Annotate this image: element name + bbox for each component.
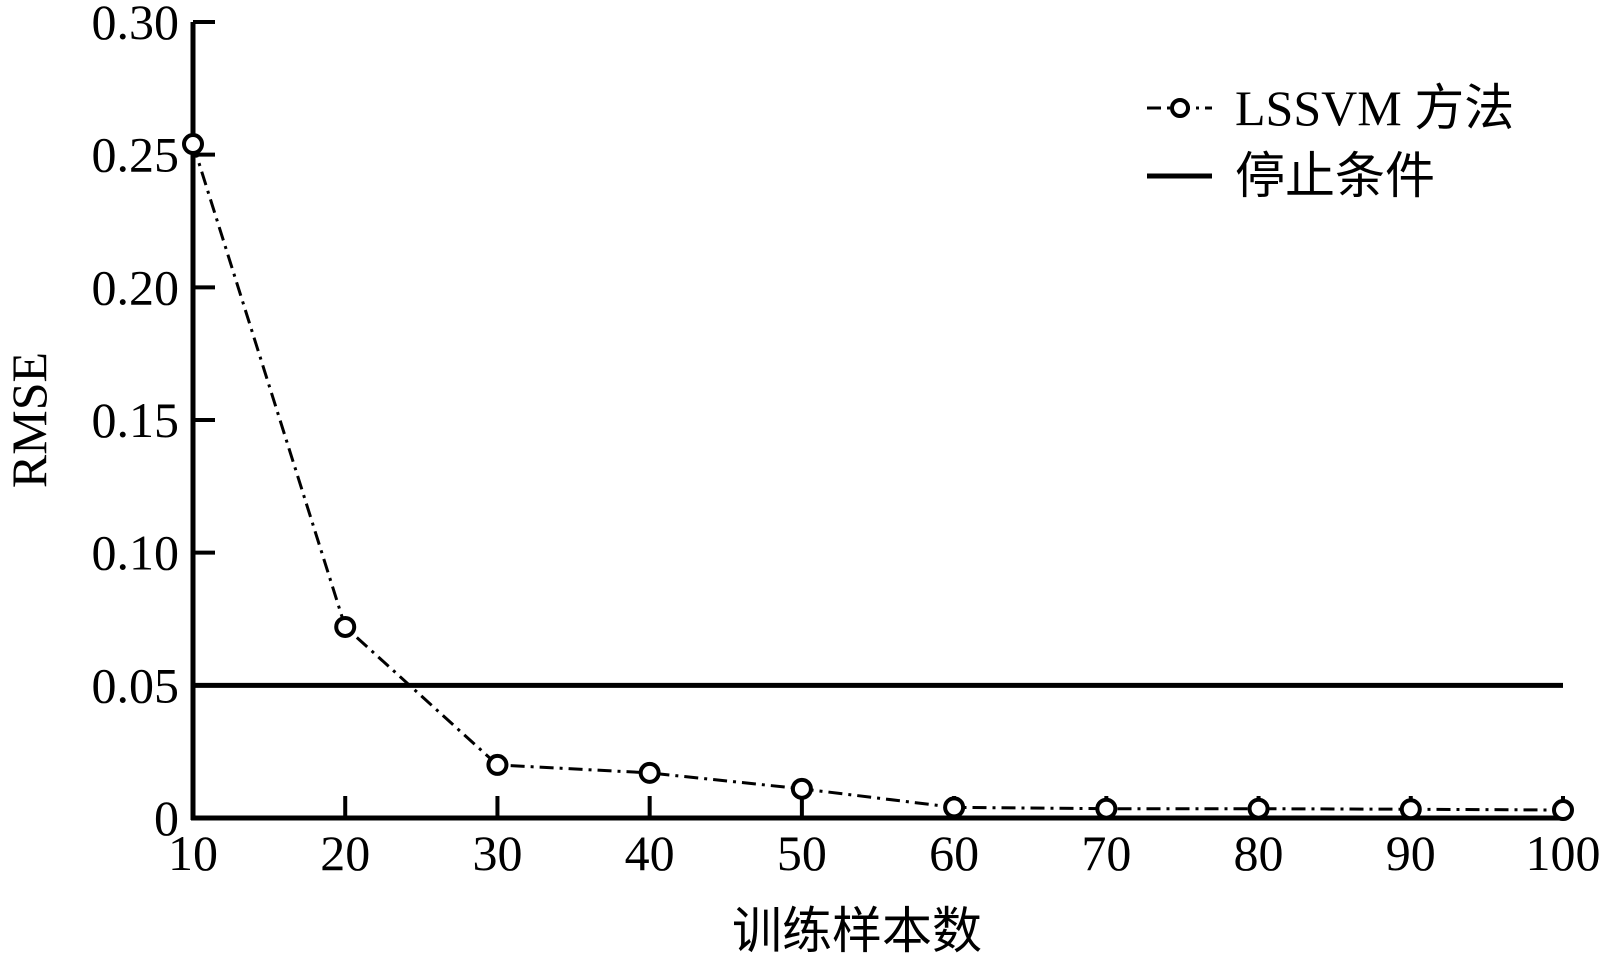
legend: LSSVM 方法 停止条件 (1147, 80, 1514, 204)
data-point-lssvm (638, 761, 661, 784)
data-point-lssvm (334, 615, 357, 638)
x-tick-label: 100 (1526, 825, 1601, 881)
data-point-lssvm (182, 133, 204, 156)
x-tick-label: 90 (1386, 825, 1436, 881)
x-tick-label: 10 (168, 825, 218, 881)
legend-item-stop: 停止条件 (1147, 148, 1435, 204)
x-ticks: 10 20 30 40 50 60 70 80 90 100 (168, 796, 1601, 881)
series-line-lssvm (191, 143, 1564, 812)
legend-marker-lssvm (1170, 98, 1190, 118)
x-axis-title: 训练样本数 (732, 903, 982, 959)
data-point-lssvm (1247, 797, 1270, 820)
x-tick-label: 20 (320, 825, 370, 881)
y-tick-label: 0.10 (92, 525, 180, 581)
x-tick-label: 50 (777, 825, 827, 881)
legend-item-lssvm: LSSVM 方法 (1147, 80, 1514, 136)
y-tick-label: 0.25 (92, 127, 180, 183)
y-tick-label: 0 (154, 790, 179, 846)
legend-label-stop: 停止条件 (1235, 148, 1435, 204)
data-point-lssvm (790, 777, 813, 800)
data-point-lssvm (1399, 798, 1422, 821)
x-tick-label: 70 (1081, 825, 1131, 881)
y-axis-title: RMSE (1, 352, 57, 488)
y-tick-label: 0.20 (92, 259, 180, 315)
legend-label-lssvm: LSSVM 方法 (1235, 80, 1514, 136)
y-tick-label: 0.05 (92, 657, 180, 713)
data-point-lssvm (1552, 799, 1574, 822)
x-tick-label: 30 (472, 825, 522, 881)
axes (190, 22, 1563, 821)
data-point-lssvm (486, 753, 509, 776)
x-tick-label: 40 (625, 825, 675, 881)
series-layer (182, 133, 1574, 822)
data-point-lssvm (1095, 797, 1118, 820)
data-point-lssvm (943, 796, 966, 819)
y-ticks: 0 0.05 0.10 0.15 0.20 0.25 0.30 (92, 0, 215, 846)
y-tick-label: 0.30 (92, 0, 180, 50)
x-tick-label: 80 (1234, 825, 1284, 881)
y-tick-label: 0.15 (92, 392, 180, 448)
x-tick-label: 60 (929, 825, 979, 881)
